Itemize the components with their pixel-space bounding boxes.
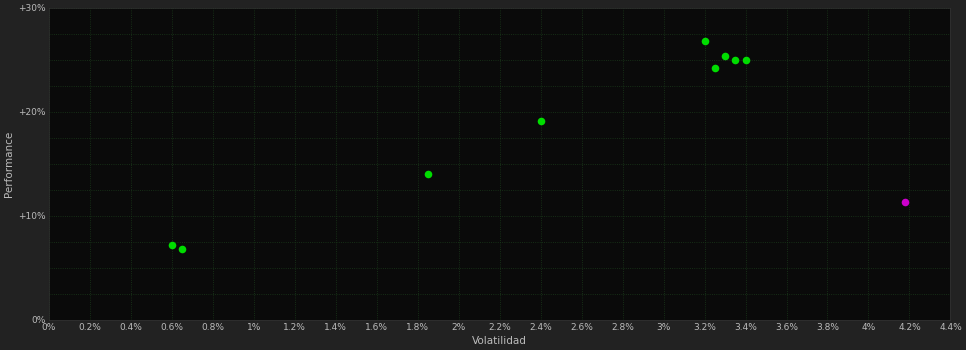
Point	[174, 246, 189, 252]
Y-axis label: Performance: Performance	[4, 131, 14, 197]
Point	[533, 118, 549, 124]
Point	[727, 57, 743, 63]
Point	[707, 65, 723, 71]
X-axis label: Volatilidad: Volatilidad	[472, 336, 527, 346]
Point	[420, 172, 436, 177]
Point	[696, 38, 712, 44]
Point	[738, 57, 753, 63]
Point	[718, 53, 733, 58]
Point	[897, 199, 913, 205]
Point	[164, 242, 180, 248]
